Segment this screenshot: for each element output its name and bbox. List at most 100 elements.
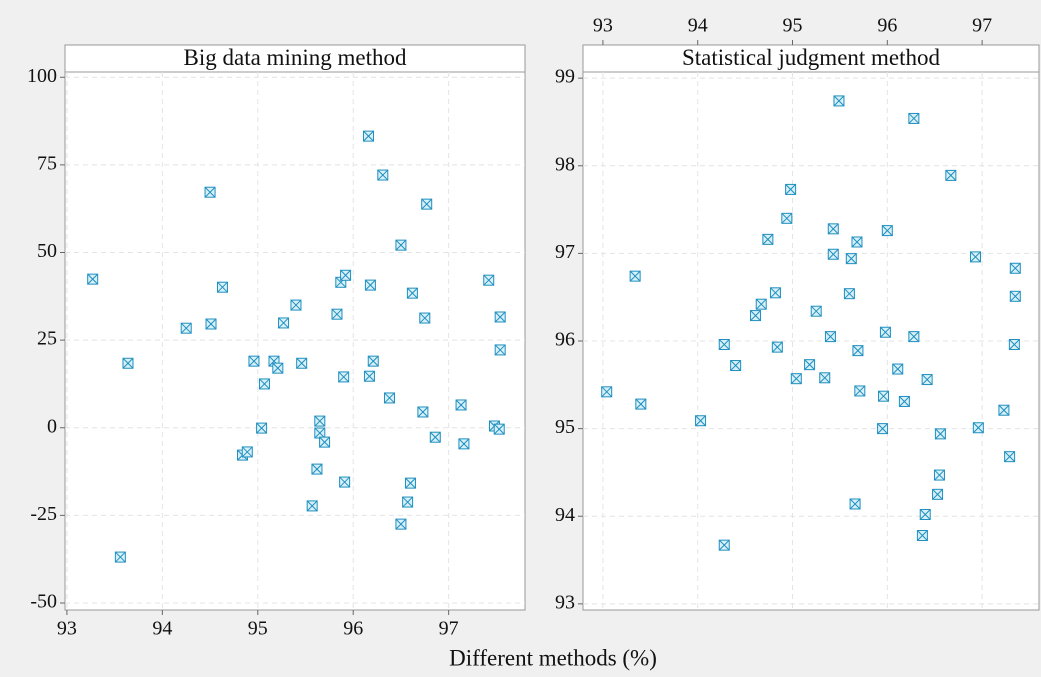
point-cross — [827, 223, 839, 235]
point-cross — [945, 170, 957, 181]
point-cross — [421, 198, 433, 210]
point-cross — [483, 274, 495, 286]
point — [881, 225, 893, 237]
point — [339, 476, 351, 488]
point — [810, 305, 822, 317]
y-tick-label: 0 — [47, 415, 57, 437]
y-tick-label: 93 — [555, 591, 575, 613]
y-tick-label: 98 — [555, 153, 575, 175]
point — [790, 373, 802, 385]
point-cross — [781, 212, 793, 224]
point — [845, 253, 857, 265]
point — [363, 370, 375, 382]
point-cross — [921, 374, 933, 385]
point-cross — [364, 370, 375, 382]
point — [1009, 290, 1021, 302]
point-cross — [339, 476, 350, 488]
point-cross — [248, 355, 260, 367]
x-tick-label: 95 — [783, 15, 803, 37]
point-cross — [844, 288, 855, 300]
point — [364, 279, 376, 291]
x-tick-label: 94 — [688, 15, 708, 37]
point-cross — [494, 311, 506, 323]
y-tick-label: 96 — [555, 329, 575, 351]
y-tick-label: 50 — [37, 240, 57, 262]
point-cross — [770, 287, 781, 299]
point-cross — [1009, 262, 1021, 274]
point — [945, 169, 957, 181]
point — [785, 183, 797, 195]
plot-area — [64, 71, 526, 611]
point — [331, 308, 343, 320]
point-cross — [87, 273, 99, 285]
point-cross — [306, 500, 318, 512]
y-tick-label: -25 — [30, 503, 57, 525]
point — [494, 311, 506, 323]
point — [180, 322, 192, 334]
point — [338, 371, 350, 383]
point-cross — [827, 248, 839, 260]
point — [493, 423, 505, 435]
point — [1009, 262, 1021, 274]
point — [933, 469, 945, 481]
point — [314, 427, 326, 439]
point — [395, 518, 407, 530]
point-cross — [180, 322, 192, 334]
point — [718, 539, 730, 551]
point-cross — [363, 130, 374, 142]
panel-header — [64, 44, 526, 73]
point — [455, 399, 467, 411]
point-cross — [878, 390, 889, 402]
point — [892, 363, 904, 375]
point — [804, 359, 816, 371]
y-tick-label: 97 — [555, 241, 575, 263]
point-cross — [892, 363, 904, 375]
panel-title: Big data mining method — [184, 45, 407, 70]
point — [932, 488, 944, 500]
point — [377, 169, 389, 181]
point-cross — [1009, 290, 1021, 302]
point-cross — [919, 509, 931, 520]
point-cross — [934, 469, 945, 481]
point — [402, 496, 414, 508]
point — [852, 345, 864, 357]
point-cross — [314, 427, 326, 439]
point — [755, 298, 767, 310]
point — [311, 463, 323, 475]
x-tick-label: 97 — [972, 15, 992, 37]
point-cross — [810, 305, 822, 317]
point-cross — [311, 463, 323, 475]
point — [827, 223, 839, 235]
point-cross — [730, 360, 741, 371]
x-tick-label: 96 — [877, 15, 897, 37]
panel-title: Statistical judgment method — [682, 45, 941, 70]
point — [421, 198, 433, 210]
point-cross — [908, 113, 920, 124]
point — [404, 477, 416, 489]
point — [216, 281, 228, 293]
point — [849, 498, 861, 510]
point — [921, 374, 933, 386]
point-cross — [771, 341, 783, 353]
y-tick-label: 25 — [37, 328, 57, 350]
point-cross — [122, 357, 134, 369]
point — [695, 415, 707, 427]
x-tick-label: 95 — [248, 618, 268, 640]
point-cross — [972, 422, 984, 434]
point-cross — [819, 372, 831, 384]
point — [854, 385, 866, 397]
y-tick-label: 100 — [27, 65, 57, 87]
point-cross — [629, 270, 641, 282]
point — [383, 392, 395, 404]
point — [483, 274, 495, 286]
point-cross — [494, 344, 506, 356]
point-cross — [367, 355, 379, 367]
point-cross — [695, 415, 706, 427]
point — [248, 355, 260, 367]
point — [367, 355, 379, 367]
y-tick-label: 95 — [555, 416, 575, 438]
point — [934, 428, 946, 440]
point — [204, 186, 216, 198]
point — [819, 372, 831, 384]
